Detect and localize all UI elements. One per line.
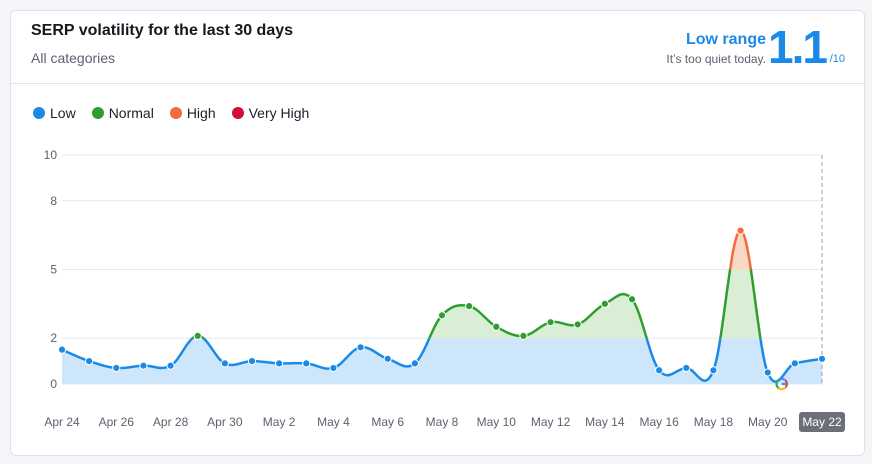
x-tick-label: May 20 xyxy=(748,415,788,429)
data-point xyxy=(790,359,799,368)
x-tick-label: May 10 xyxy=(477,415,517,429)
x-tick-label: May 18 xyxy=(694,415,734,429)
line-low xyxy=(61,338,823,383)
data-point xyxy=(247,357,257,366)
data-point xyxy=(627,295,637,304)
volatility-chart[interactable]: 0 2 5 8 10 Apr 24 Apr 26 Apr 28 Apr 30 May 2 May 4… xyxy=(11,11,865,456)
google-icon xyxy=(775,377,788,391)
x-tick-label: May 8 xyxy=(426,415,459,429)
card-title: SERP volatility for the last 30 days xyxy=(31,22,294,39)
legend-label-normal: Normal xyxy=(108,105,154,121)
range-note: It’s too quiet today. xyxy=(666,52,766,66)
data-point xyxy=(193,331,202,341)
x-tick-label: May 16 xyxy=(639,415,679,429)
data-point xyxy=(709,366,718,375)
chart-legend: Low Normal High Very High xyxy=(33,105,309,121)
x-tick-label: Apr 30 xyxy=(207,415,243,429)
data-point xyxy=(112,363,121,373)
data-point xyxy=(139,361,148,370)
x-tick-label: Apr 24 xyxy=(44,415,80,429)
y-tick-label: 10 xyxy=(44,148,58,162)
y-tick-label: 0 xyxy=(50,377,57,391)
legend-item-very-high[interactable]: Very High xyxy=(231,105,310,121)
legend-item-normal[interactable]: Normal xyxy=(91,105,154,121)
card-header: SERP volatility for the last 30 days All… xyxy=(11,11,864,84)
legend-label-high: High xyxy=(186,105,216,121)
data-point xyxy=(383,354,392,363)
data-point xyxy=(302,359,311,368)
data-point xyxy=(817,354,827,363)
data-point xyxy=(465,302,474,311)
data-point xyxy=(736,226,745,235)
area-high xyxy=(730,230,751,270)
x-tick-highlight xyxy=(799,412,845,432)
data-point xyxy=(600,299,609,308)
data-point xyxy=(573,320,582,329)
area-normal xyxy=(192,269,761,339)
category-label[interactable]: All categories xyxy=(31,50,116,66)
x-tick-label: Apr 28 xyxy=(153,415,189,429)
data-point xyxy=(85,357,94,366)
volatility-score-max: /10 xyxy=(829,53,845,65)
serp-volatility-card: SERP volatility for the last 30 days All… xyxy=(10,10,865,456)
data-point xyxy=(275,359,284,368)
area-low xyxy=(62,338,822,384)
data-point xyxy=(655,366,664,375)
legend-item-low[interactable]: Low xyxy=(33,105,76,121)
data-point xyxy=(437,311,447,320)
legend-dot-normal xyxy=(91,107,104,119)
y-tick-label: 2 xyxy=(50,331,57,345)
volatility-score: 1.1 xyxy=(768,21,828,73)
data-point xyxy=(356,343,365,352)
range-label: Low range xyxy=(685,31,766,48)
legend-dot-low xyxy=(33,107,45,119)
x-tick-label: May 6 xyxy=(371,415,404,429)
y-tick-label: 5 xyxy=(50,263,57,277)
data-point xyxy=(546,318,555,327)
y-tick-label: 8 xyxy=(50,194,57,208)
x-tick-label: May 12 xyxy=(531,415,571,429)
x-tick-label: Apr 26 xyxy=(99,415,135,429)
data-point xyxy=(329,363,338,373)
x-tick-label: May 22 xyxy=(802,415,842,429)
legend-item-high[interactable]: High xyxy=(169,105,216,121)
data-point xyxy=(492,322,501,331)
data-point xyxy=(220,359,229,368)
data-point xyxy=(410,359,419,368)
data-point xyxy=(166,361,175,370)
x-tick-label: May 4 xyxy=(317,415,350,429)
data-point xyxy=(57,345,67,354)
data-point xyxy=(763,368,772,377)
legend-dot-very-high xyxy=(231,107,244,119)
x-tick-label: May 2 xyxy=(263,415,296,429)
data-point xyxy=(519,331,528,341)
x-tick-label: May 14 xyxy=(585,415,625,429)
legend-label-very-high: Very High xyxy=(248,105,310,121)
legend-label-low: Low xyxy=(50,105,76,121)
legend-dot-high xyxy=(169,107,182,119)
data-point xyxy=(682,363,691,373)
